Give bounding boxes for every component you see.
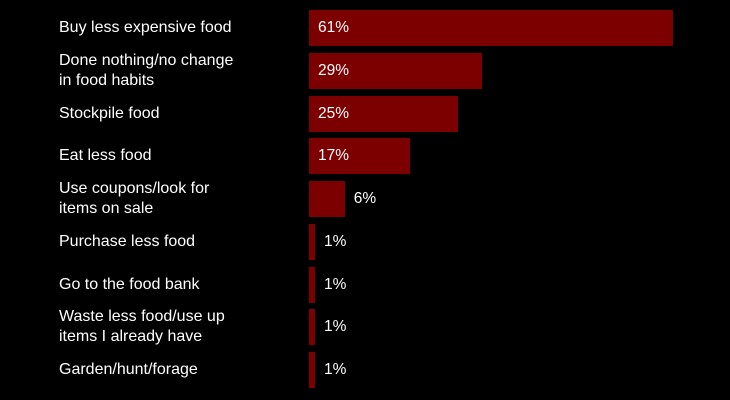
category-label: Eat less food: [59, 147, 152, 165]
bar: [309, 52, 483, 89]
bar: [309, 95, 459, 132]
bar: [309, 223, 315, 260]
category-label: Garden/hunt/forage: [59, 361, 198, 378]
value-label: 1%: [324, 232, 347, 250]
category-label: Waste less food/use up items I already h…: [59, 308, 225, 346]
bar: [309, 266, 315, 303]
value-label: 61%: [318, 19, 350, 36]
bar: [309, 309, 315, 346]
value-label: 17%: [318, 147, 350, 165]
bar: [309, 10, 673, 46]
category-label: Stockpile food: [59, 104, 160, 122]
category-label: Done nothing/no change in food habits: [59, 51, 234, 89]
bar: [309, 138, 411, 175]
value-label: 29%: [318, 61, 350, 79]
value-label: 6%: [353, 190, 377, 207]
bar: [309, 181, 345, 217]
category-label: Use coupons/look for items on sale: [59, 180, 210, 217]
value-label: 1%: [324, 318, 347, 336]
value-label: 25%: [318, 104, 350, 122]
value-label: 1%: [324, 275, 347, 293]
value-label: 1%: [324, 361, 347, 378]
category-label: Purchase less food: [59, 232, 196, 250]
bar: [309, 352, 315, 388]
category-label: Go to the food bank: [59, 275, 200, 293]
category-label: Buy less expensive food: [59, 19, 232, 36]
